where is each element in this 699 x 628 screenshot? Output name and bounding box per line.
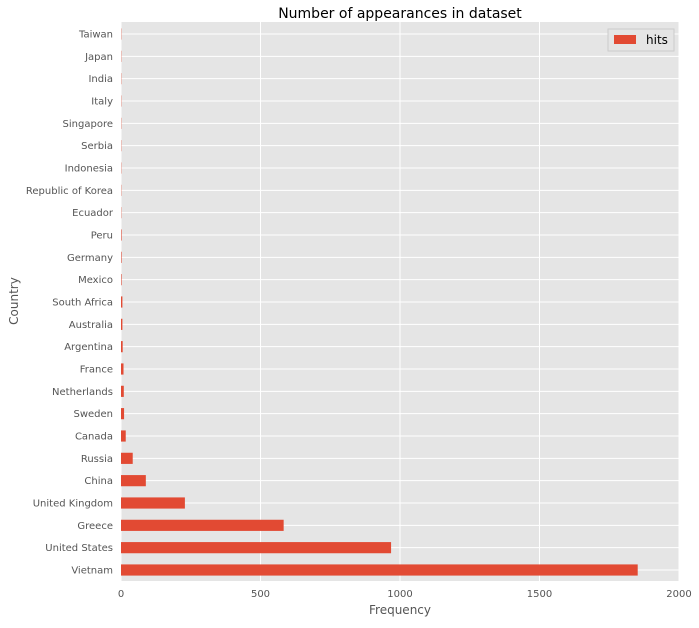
bar-peru: [121, 229, 122, 240]
y-tick-label: Mexico: [78, 275, 113, 286]
y-tick-label: Argentina: [64, 342, 113, 353]
x-tick-label: 2000: [666, 589, 691, 600]
y-tick-label: Japan: [84, 52, 113, 63]
y-tick-label: Taiwan: [78, 30, 113, 41]
bar-united-kingdom: [121, 497, 185, 508]
x-tick-labels: 0 500 1000 1500 2000: [118, 589, 692, 600]
bar-sweden: [121, 408, 124, 419]
bar-germany: [121, 252, 122, 263]
x-axis-label: Frequency: [369, 603, 431, 617]
bar-china: [121, 475, 146, 486]
y-tick-label: Sweden: [73, 409, 113, 420]
y-tick-label: Peru: [91, 231, 113, 242]
y-tick-label: Serbia: [81, 141, 113, 152]
y-tick-label: Vietnam: [71, 566, 113, 577]
y-tick-label: Italy: [91, 97, 113, 108]
y-axis-label: Country: [7, 277, 21, 325]
y-tick-label: Germany: [67, 253, 113, 264]
y-tick-label: India: [88, 74, 113, 85]
bar-south-africa: [121, 296, 122, 307]
x-tick-label: 1000: [387, 589, 412, 600]
x-tick-label: 1500: [527, 589, 552, 600]
y-tick-label: United Kingdom: [33, 499, 113, 510]
y-tick-label: China: [84, 476, 113, 487]
bar-argentina: [121, 341, 123, 352]
y-tick-label: France: [80, 365, 113, 376]
y-tick-label: Netherlands: [52, 387, 113, 398]
bar-united-states: [121, 542, 391, 553]
legend-swatch-hits: [614, 35, 636, 44]
y-tick-label: United States: [45, 543, 113, 554]
legend: hits: [608, 29, 674, 51]
bar-netherlands: [121, 386, 124, 397]
bar-vietnam: [121, 564, 638, 575]
y-tick-label: Russia: [81, 454, 113, 465]
x-tick-label: 500: [251, 589, 270, 600]
y-tick-label: Ecuador: [72, 208, 114, 219]
bar-russia: [121, 453, 133, 464]
y-tick-label: Indonesia: [65, 164, 113, 175]
legend-label-hits: hits: [646, 33, 668, 47]
chart-title: Number of appearances in dataset: [278, 6, 522, 22]
bar-mexico: [121, 274, 122, 285]
bar-canada: [121, 430, 126, 441]
bar-france: [121, 363, 124, 374]
bar-greece: [121, 520, 284, 531]
x-tick-label: 0: [118, 589, 124, 600]
y-tick-label: Republic of Korea: [26, 186, 113, 197]
bar-australia: [121, 319, 122, 330]
y-tick-label: Singapore: [63, 119, 113, 130]
y-tick-label: Australia: [69, 320, 113, 331]
y-tick-label: South Africa: [52, 298, 113, 309]
y-tick-label: Canada: [75, 432, 113, 443]
y-tick-labels: Vietnam United States Greece United Kingdom…: [26, 30, 114, 577]
y-tick-label: Greece: [77, 521, 113, 532]
